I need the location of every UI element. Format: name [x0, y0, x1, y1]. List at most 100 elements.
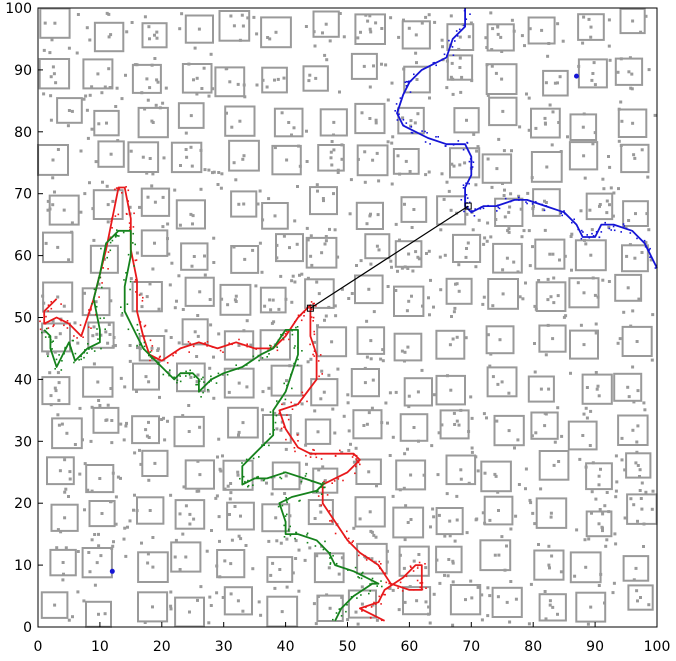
- red-sample-point: [73, 335, 75, 337]
- sample-dot: [68, 477, 72, 481]
- sample-dot: [93, 533, 97, 536]
- obstacle-center-dot: [98, 477, 102, 480]
- red-sample-point: [369, 616, 372, 619]
- obstacle-center-dot: [51, 158, 55, 162]
- red-sample-point: [63, 324, 65, 327]
- sample-dot: [150, 119, 154, 123]
- sample-dot: [569, 371, 572, 375]
- sample-dot: [347, 449, 351, 452]
- obstacle-center-dot: [495, 167, 499, 171]
- sample-dot: [451, 561, 455, 565]
- red-sample-point: [133, 212, 135, 215]
- sample-dot: [324, 314, 328, 318]
- green-sample-point: [73, 361, 75, 364]
- red-sample-point: [380, 563, 382, 565]
- obstacle-square: [224, 105, 256, 137]
- sample-dot: [420, 21, 424, 25]
- sample-dot: [502, 149, 506, 153]
- green-sample-point: [283, 536, 286, 538]
- sample-dot: [581, 41, 585, 45]
- red-sample-point: [358, 554, 360, 557]
- sample-dot: [631, 309, 635, 313]
- y-tick-label: 80: [14, 125, 32, 141]
- obstacle-square: [131, 281, 163, 313]
- green-sample-point: [283, 524, 285, 527]
- obstacle-square: [575, 591, 607, 623]
- green-sample-point: [244, 480, 246, 483]
- red-sample-point: [424, 563, 426, 565]
- sample-dot: [169, 604, 173, 608]
- sample-dot: [349, 178, 353, 182]
- green-sample-point: [274, 421, 277, 424]
- sample-dot: [420, 368, 424, 372]
- sample-dot: [169, 590, 173, 594]
- sample-dot: [442, 197, 446, 201]
- sample-dot: [352, 526, 356, 530]
- sample-dot: [56, 148, 60, 151]
- obstacle-center-dot: [237, 343, 241, 347]
- sample-dot: [70, 221, 74, 225]
- sample-dot: [457, 263, 461, 267]
- obstacle-center-dot: [633, 156, 637, 160]
- green-sample-point: [277, 505, 280, 508]
- obstacle-center-dot: [549, 295, 553, 299]
- obstacle-center-dot: [597, 474, 601, 478]
- sample-dot: [114, 495, 118, 499]
- sample-dot: [317, 468, 321, 472]
- red-sample-point: [313, 330, 315, 333]
- sample-dot: [484, 36, 488, 40]
- obstacle-center-dot: [640, 507, 644, 511]
- obstacle-square: [627, 584, 654, 611]
- blue-sample-point: [471, 210, 473, 212]
- sample-dot: [211, 87, 215, 91]
- obstacle-square: [312, 10, 340, 38]
- green-sample-point: [176, 379, 179, 381]
- obstacle-square: [177, 102, 205, 129]
- sample-dot: [224, 67, 228, 71]
- sample-dot: [310, 263, 314, 267]
- obstacle-center-dot: [551, 605, 555, 609]
- sample-dot: [244, 544, 248, 547]
- sample-dot: [582, 112, 586, 116]
- red-sample-point: [281, 403, 283, 406]
- sample-dot: [241, 157, 245, 161]
- sample-dot: [406, 267, 410, 270]
- sample-dot: [396, 269, 399, 273]
- obstacle-square: [621, 325, 653, 357]
- sample-dot: [215, 564, 219, 568]
- sample-dot: [500, 50, 504, 53]
- sample-dot: [448, 534, 452, 538]
- obstacle-center-dot: [458, 35, 462, 39]
- sample-dot: [100, 91, 104, 95]
- obstacle-square: [317, 144, 345, 172]
- obstacle-center-dot: [187, 430, 191, 433]
- sample-dot: [340, 157, 344, 161]
- red-sample-point: [288, 338, 290, 341]
- x-tick-label: 40: [277, 639, 295, 655]
- sample-dot: [196, 373, 200, 377]
- sample-dot: [147, 380, 151, 384]
- red-sample-point: [331, 521, 333, 523]
- sample-dot: [331, 407, 335, 411]
- sample-dot: [445, 492, 449, 496]
- sample-dot: [632, 503, 636, 507]
- obstacle-center-dot: [404, 159, 408, 163]
- obstacle-square: [352, 409, 383, 440]
- sample-dot: [403, 350, 407, 354]
- obstacle-square: [527, 16, 556, 45]
- green-sample-point: [80, 355, 82, 358]
- sample-dot: [261, 390, 265, 394]
- sample-dot: [51, 319, 55, 323]
- red-sample-point: [107, 268, 109, 270]
- sample-dot: [474, 265, 478, 269]
- sample-dot: [99, 554, 103, 558]
- obstacle-center-dot: [153, 461, 157, 465]
- sample-dot: [548, 566, 551, 570]
- sample-dot: [533, 304, 537, 308]
- red-sample-point: [352, 454, 355, 456]
- sample-dot: [400, 266, 404, 270]
- sample-dot: [440, 172, 444, 176]
- sample-dot: [566, 135, 569, 139]
- obstacle-square: [577, 58, 608, 89]
- sample-dot: [164, 329, 168, 333]
